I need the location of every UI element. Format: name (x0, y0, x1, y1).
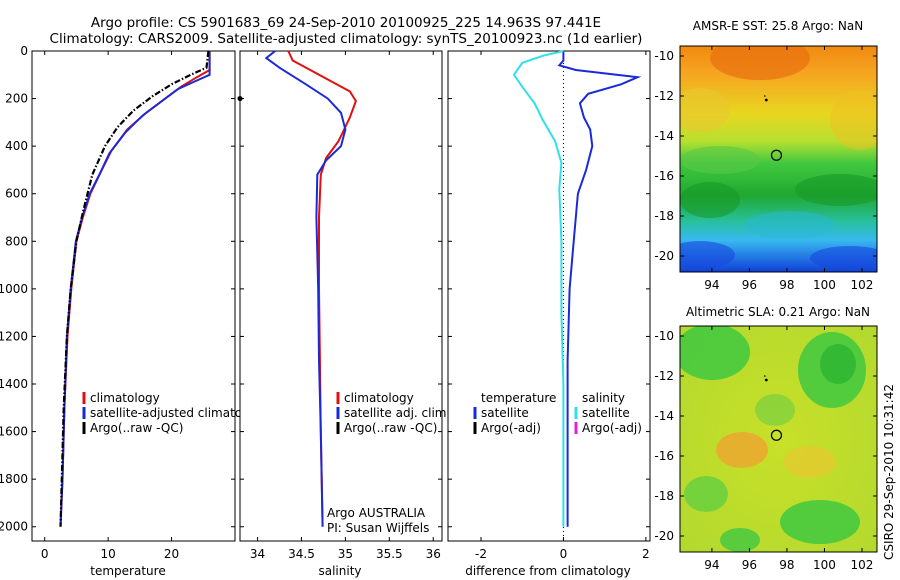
legend-label-argo: Argo(..raw -QC) (90, 421, 183, 435)
difference-axes (447, 50, 651, 542)
map-y-tick-label: -10 (654, 329, 674, 343)
track-point-marker (764, 375, 766, 377)
map-x-tick-label: 96 (742, 278, 757, 292)
map-x-tick-label: 100 (813, 278, 836, 292)
legend-label-argo: Argo(..raw -QC) (344, 421, 437, 435)
map-y-tick-label: -20 (654, 529, 674, 543)
x-tick-label: 34.5 (288, 547, 315, 561)
y-tick-label: 600 (5, 187, 28, 201)
series-temperature-satellite (557, 51, 642, 527)
salinity-legend: climatology satellite adj. clim. Argo(..… (336, 391, 450, 435)
argo-program-annotation: Argo AUSTRALIA (327, 506, 426, 520)
map-y-tick-label: -14 (654, 129, 674, 143)
previous-profile-marker (764, 378, 768, 382)
salinity-axes (239, 50, 443, 542)
y-tick-label: 800 (5, 234, 28, 248)
map-y-tick-label: -18 (654, 209, 674, 223)
series-satellite-adj-clim- (264, 50, 347, 527)
difference-xlabel: difference from climatology (465, 564, 631, 578)
map-y-tick-label: -12 (654, 369, 674, 383)
map-x-tick-label: 96 (742, 558, 757, 572)
legend-label-climatology: climatology (344, 391, 414, 405)
legend-label-temp-argo: Argo(-adj) (481, 421, 541, 435)
series-argo-raw-qc- (59, 50, 210, 527)
salinity-xlabel: salinity (318, 564, 361, 578)
argo-data-point (237, 96, 243, 102)
temperature-legend: climatology satellite-adjusted climatolo… (82, 391, 268, 435)
series-satellite-adjusted-climatology (59, 51, 211, 527)
difference-legend: temperature satellite Argo(-adj) salinit… (473, 391, 642, 435)
track-point-marker (764, 95, 766, 97)
sla-field (680, 326, 877, 552)
previous-profile-marker (764, 98, 768, 102)
x-tick-label: 2 (642, 547, 650, 561)
legend-header-salinity: salinity (582, 391, 625, 405)
figure-title-line-2: Climatology: CARS2009. Satellite-adjuste… (50, 31, 643, 47)
x-tick-label: 20 (164, 547, 179, 561)
map-x-tick-label: 94 (704, 558, 719, 572)
legend-label-satellite: satellite adj. clim. (344, 406, 450, 420)
legend-label-temp-satellite: satellite (481, 406, 529, 420)
map-x-tick-label: 98 (779, 558, 794, 572)
map-y-tick-label: -20 (654, 249, 674, 263)
temperature-axes (31, 50, 236, 542)
legend-label-satellite: satellite-adjusted climatology (90, 406, 268, 420)
legend-header-temperature: temperature (481, 391, 556, 405)
x-tick-label: 0 (41, 547, 49, 561)
sst-map-title: AMSR-E SST: 25.8 Argo: NaN (693, 19, 863, 33)
map-y-tick-label: -16 (654, 449, 674, 463)
x-tick-label: 10 (100, 547, 115, 561)
map-x-tick-label: 94 (704, 278, 719, 292)
map-y-tick-label: -18 (654, 489, 674, 503)
y-tick-label: 1600 (0, 425, 28, 439)
x-tick-label: 35.5 (376, 547, 403, 561)
salinity-panel: 34 34.5 35 35.5 36 salinity climatology sate… (237, 50, 450, 578)
sst-field (680, 46, 877, 272)
y-tick-label: 1000 (0, 282, 28, 296)
csiro-timestamp: CSIRO 29-Sep-2010 10:31:42 (882, 384, 896, 560)
map-x-tick-label: 102 (851, 558, 874, 572)
y-tick-label: 0 (20, 44, 28, 58)
x-tick-label: 34 (250, 547, 265, 561)
y-tick-label: 1200 (0, 329, 28, 343)
y-tick-label: 1400 (0, 377, 28, 391)
y-tick-label: 1800 (0, 472, 28, 486)
pi-annotation: PI: Susan Wijffels (327, 521, 429, 535)
figure-title-line-1: Argo profile: CS 5901683_69 24-Sep-2010 … (91, 15, 601, 31)
map-x-tick-label: 98 (779, 278, 794, 292)
y-tick-label: 400 (5, 139, 28, 153)
sla-map-frame (679, 325, 878, 553)
difference-panel: -2 0 2 difference from climatology tempera… (447, 50, 651, 578)
x-tick-label: -2 (475, 547, 487, 561)
series-salinity-satellite (512, 50, 565, 527)
y-tick-label: 200 (5, 92, 28, 106)
argo-float-location-marker (770, 429, 783, 441)
x-tick-label: 36 (426, 547, 441, 561)
sla-map-title: Altimetric SLA: 0.21 Argo: NaN (686, 305, 870, 319)
map-x-tick-label: 100 (813, 558, 836, 572)
map-y-tick-label: -10 (654, 49, 674, 63)
map-x-tick-label: 102 (851, 278, 874, 292)
map-y-tick-label: -14 (654, 409, 674, 423)
map-y-tick-label: -12 (654, 89, 674, 103)
map-y-tick-label: -16 (654, 169, 674, 183)
sst-map: AMSR-E SST: 25.8 Argo: NaN 94 96 98 100 102 -… (654, 19, 878, 292)
argo-float-location-marker (770, 149, 783, 161)
temperature-panel: 0 10 2002004006008001000120014001600180020… (0, 44, 268, 578)
legend-label-sal-argo: Argo(-adj) (582, 421, 642, 435)
sla-map: Altimetric SLA: 0.21 Argo: NaN 94 96 98 100… (654, 305, 878, 572)
legend-label-sal-satellite: satellite (582, 406, 630, 420)
x-tick-label: 35 (338, 547, 353, 561)
temperature-xlabel: temperature (90, 564, 165, 578)
y-tick-label: 2000 (0, 520, 28, 534)
legend-label-climatology: climatology (90, 391, 160, 405)
sst-map-frame (679, 45, 878, 273)
x-tick-label: 0 (560, 547, 568, 561)
